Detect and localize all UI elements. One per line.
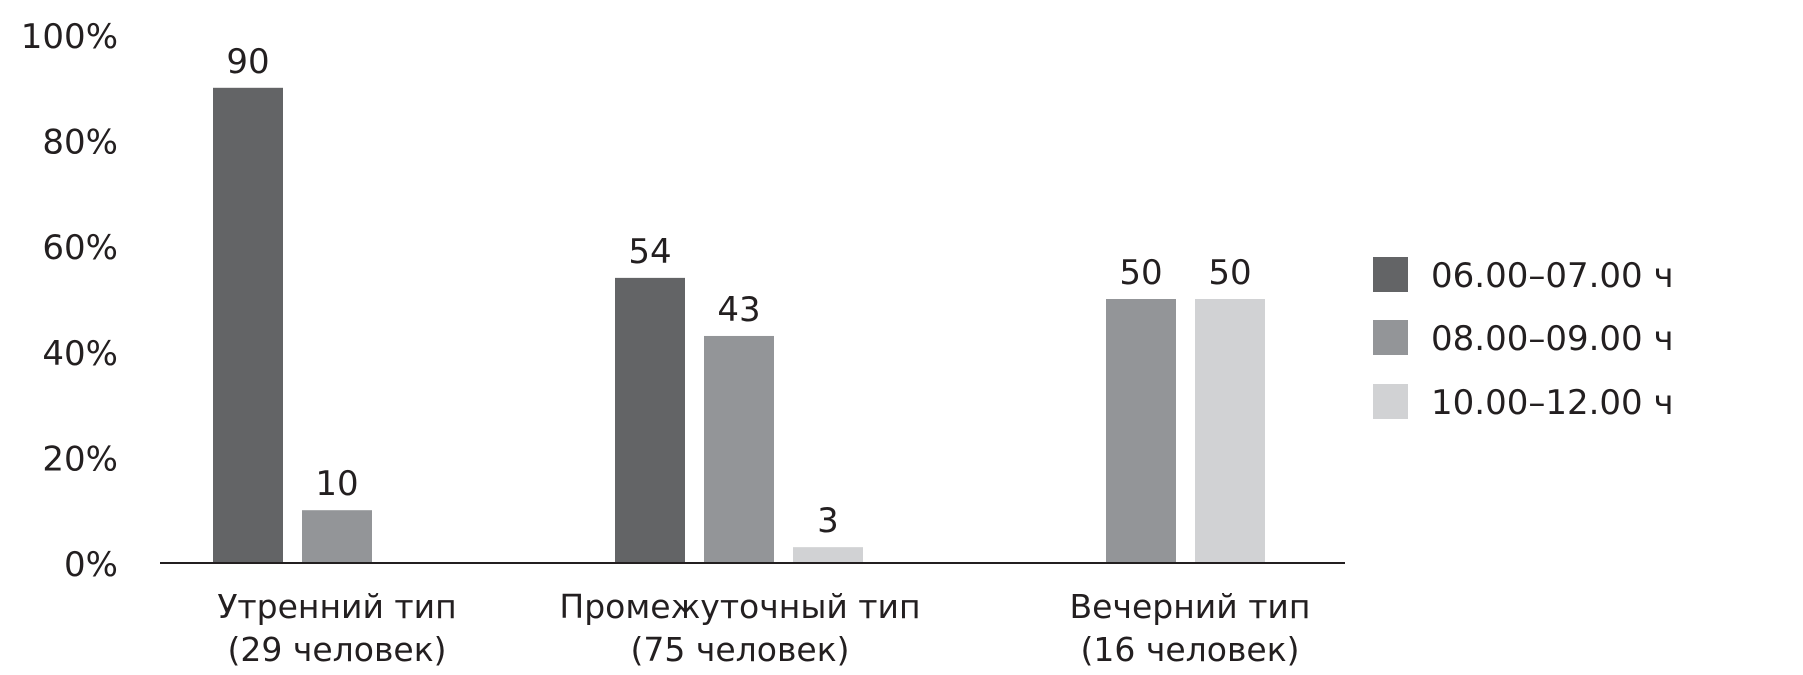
legend-label: 06.00–07.00 ч xyxy=(1431,256,1674,296)
bar-value-label: 50 xyxy=(1208,253,1251,293)
bar-value-label: 43 xyxy=(717,290,760,330)
bar-value-label: 3 xyxy=(817,501,839,541)
legend-label: 10.00–12.00 ч xyxy=(1431,383,1674,423)
x-axis: Утренний тип (29 человек) Промежуточный ти… xyxy=(160,562,1345,669)
x-category-label: (29 человек) xyxy=(228,630,447,669)
legend-swatch xyxy=(1373,384,1408,419)
bar xyxy=(793,547,863,563)
bar-value-label: 54 xyxy=(628,232,671,272)
y-tick-label: 40% xyxy=(42,334,118,374)
y-tick-label: 60% xyxy=(42,228,118,268)
y-axis: 0% 20% 40% 60% 80% 100% xyxy=(21,17,118,585)
bar xyxy=(302,510,372,563)
bar xyxy=(615,277,685,563)
y-tick-label: 20% xyxy=(42,439,118,479)
x-category-label: Вечерний тип xyxy=(1070,587,1311,626)
y-tick-label: 0% xyxy=(64,545,118,585)
bar xyxy=(1106,299,1176,563)
legend-swatch xyxy=(1373,257,1408,292)
bar-value-label: 50 xyxy=(1119,253,1162,293)
x-category-label: Промежуточный тип xyxy=(559,587,920,626)
legend-swatch xyxy=(1373,320,1408,355)
bar-value-label: 90 xyxy=(226,42,269,82)
bars xyxy=(213,87,1265,564)
x-category-label: Утренний тип xyxy=(217,587,456,626)
y-tick-label: 80% xyxy=(42,123,118,163)
bar xyxy=(213,87,283,564)
bar-value-label: 10 xyxy=(315,464,358,504)
y-tick-label: 100% xyxy=(21,17,118,57)
legend-label: 08.00–09.00 ч xyxy=(1431,319,1674,359)
x-category-label: (16 человек) xyxy=(1081,630,1300,669)
bar xyxy=(1195,299,1265,563)
bar xyxy=(704,335,774,563)
x-category-label: (75 человек) xyxy=(631,630,850,669)
bar-data-labels: 90 54 10 43 50 3 50 xyxy=(226,42,1251,541)
legend: 06.00–07.00 ч 08.00–09.00 ч 10.00–12.00 ч xyxy=(1373,256,1674,423)
